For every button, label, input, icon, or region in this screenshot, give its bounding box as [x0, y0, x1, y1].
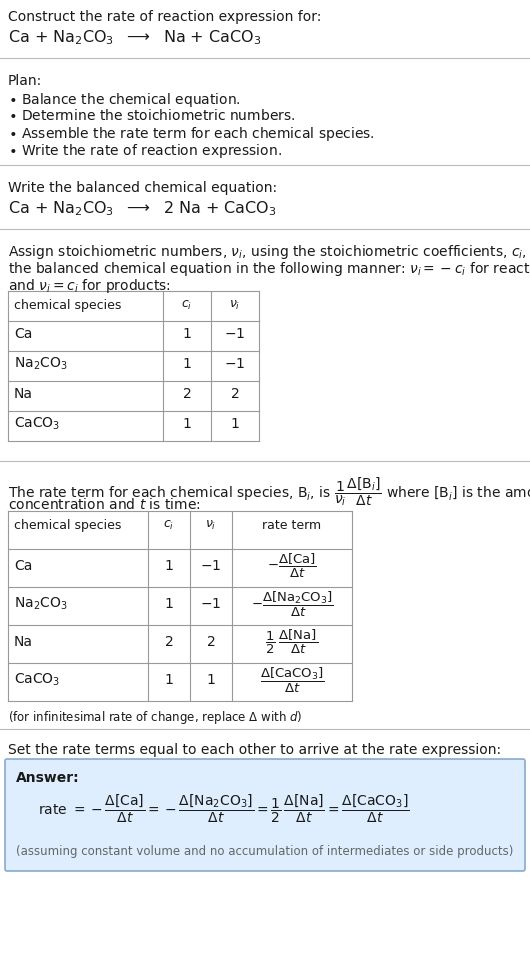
Text: concentration and $t$ is time:: concentration and $t$ is time: [8, 497, 201, 512]
Text: $-1$: $-1$ [224, 327, 245, 341]
Text: $\dfrac{\Delta[\mathrm{CaCO_3}]}{\Delta t}$: $\dfrac{\Delta[\mathrm{CaCO_3}]}{\Delta … [260, 666, 324, 695]
Text: 1: 1 [164, 559, 173, 573]
Text: $-\dfrac{\Delta[\mathrm{Ca}]}{\Delta t}$: $-\dfrac{\Delta[\mathrm{Ca}]}{\Delta t}$ [267, 552, 317, 580]
Text: Na$_2$CO$_3$: Na$_2$CO$_3$ [14, 356, 68, 372]
Text: Ca + Na$_2$CO$_3$  $\longrightarrow$  2 Na + CaCO$_3$: Ca + Na$_2$CO$_3$ $\longrightarrow$ 2 Na… [8, 199, 277, 218]
Text: $\bullet$ Balance the chemical equation.: $\bullet$ Balance the chemical equation. [8, 91, 241, 109]
Text: and $\nu_i = c_i$ for products:: and $\nu_i = c_i$ for products: [8, 277, 171, 295]
Text: Plan:: Plan: [8, 74, 42, 88]
Text: 1: 1 [182, 417, 191, 431]
Text: (assuming constant volume and no accumulation of intermediates or side products): (assuming constant volume and no accumul… [16, 845, 514, 858]
Text: 1: 1 [231, 417, 240, 431]
Text: 1: 1 [207, 673, 215, 687]
Text: 2: 2 [231, 387, 240, 401]
Text: $\dfrac{1}{2}\;\dfrac{\Delta[\mathrm{Na}]}{\Delta t}$: $\dfrac{1}{2}\;\dfrac{\Delta[\mathrm{Na}… [266, 628, 319, 656]
Text: $\nu_i$: $\nu_i$ [229, 299, 241, 312]
Text: chemical species: chemical species [14, 299, 121, 312]
Text: The rate term for each chemical species, B$_i$, is $\dfrac{1}{\nu_i}\dfrac{\Delt: The rate term for each chemical species,… [8, 475, 530, 508]
Text: rate term: rate term [262, 519, 322, 532]
Text: $-1$: $-1$ [200, 597, 222, 611]
Text: $-\dfrac{\Delta[\mathrm{Na_2CO_3}]}{\Delta t}$: $-\dfrac{\Delta[\mathrm{Na_2CO_3}]}{\Del… [251, 590, 333, 619]
Text: 2: 2 [207, 635, 215, 649]
Text: Na$_2$CO$_3$: Na$_2$CO$_3$ [14, 595, 68, 612]
Text: $\nu_i$: $\nu_i$ [205, 519, 217, 532]
Text: Set the rate terms equal to each other to arrive at the rate expression:: Set the rate terms equal to each other t… [8, 743, 501, 757]
Text: Ca + Na$_2$CO$_3$  $\longrightarrow$  Na + CaCO$_3$: Ca + Na$_2$CO$_3$ $\longrightarrow$ Na +… [8, 28, 261, 47]
Text: chemical species: chemical species [14, 519, 121, 532]
Text: 1: 1 [164, 597, 173, 611]
Text: rate $= -\dfrac{\Delta[\mathrm{Ca}]}{\Delta t} = -\dfrac{\Delta[\mathrm{Na_2CO_3: rate $= -\dfrac{\Delta[\mathrm{Ca}]}{\De… [38, 793, 410, 826]
Text: (for infinitesimal rate of change, replace $\Delta$ with $d$): (for infinitesimal rate of change, repla… [8, 709, 303, 726]
Text: 1: 1 [164, 673, 173, 687]
Text: CaCO$_3$: CaCO$_3$ [14, 671, 60, 688]
Text: Construct the rate of reaction expression for:: Construct the rate of reaction expressio… [8, 10, 321, 24]
Text: $\bullet$ Write the rate of reaction expression.: $\bullet$ Write the rate of reaction exp… [8, 142, 282, 160]
Text: Na: Na [14, 635, 33, 649]
Text: the balanced chemical equation in the following manner: $\nu_i = -c_i$ for react: the balanced chemical equation in the fo… [8, 260, 530, 278]
Text: 1: 1 [182, 327, 191, 341]
Text: $\bullet$ Determine the stoichiometric numbers.: $\bullet$ Determine the stoichiometric n… [8, 108, 295, 123]
Text: Answer:: Answer: [16, 771, 80, 785]
FancyBboxPatch shape [5, 759, 525, 871]
Text: Ca: Ca [14, 559, 32, 573]
Text: $c_i$: $c_i$ [163, 519, 174, 532]
Text: Ca: Ca [14, 327, 32, 341]
Text: 2: 2 [183, 387, 191, 401]
Text: $-1$: $-1$ [200, 559, 222, 573]
Text: 1: 1 [182, 357, 191, 371]
Text: 2: 2 [165, 635, 173, 649]
Text: Write the balanced chemical equation:: Write the balanced chemical equation: [8, 181, 277, 195]
Text: CaCO$_3$: CaCO$_3$ [14, 416, 60, 432]
Text: $c_i$: $c_i$ [181, 299, 192, 312]
Text: Na: Na [14, 387, 33, 401]
Text: $\bullet$ Assemble the rate term for each chemical species.: $\bullet$ Assemble the rate term for eac… [8, 125, 375, 143]
Text: $-1$: $-1$ [224, 357, 245, 371]
Text: Assign stoichiometric numbers, $\nu_i$, using the stoichiometric coefficients, $: Assign stoichiometric numbers, $\nu_i$, … [8, 243, 530, 261]
